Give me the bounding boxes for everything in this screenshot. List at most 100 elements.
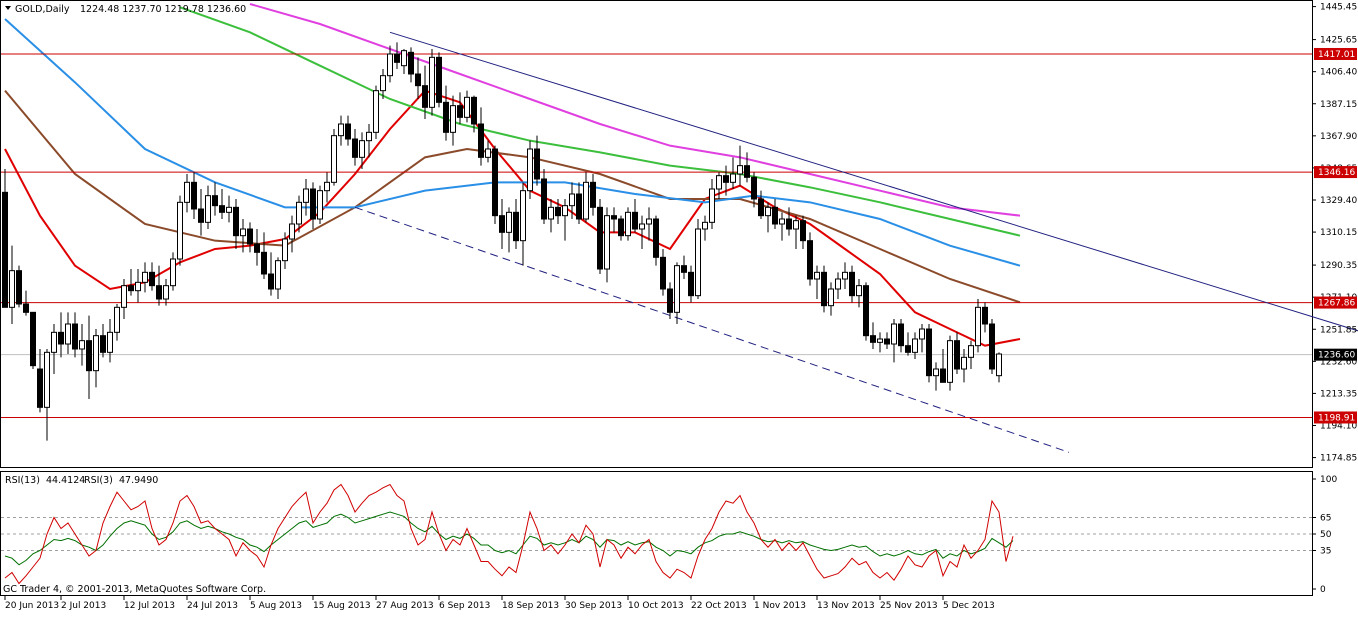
level-tag-label: 1198.91 <box>1318 413 1355 423</box>
candle-body-down <box>849 271 855 297</box>
candle-body-down <box>618 218 624 237</box>
candle <box>205 185 211 229</box>
candle <box>646 207 652 241</box>
moving-average-green <box>179 6 1021 237</box>
candle-body-down <box>576 193 582 220</box>
candle-body-down <box>758 198 764 217</box>
candle-body-up <box>296 201 302 225</box>
candle-body-up <box>814 271 820 280</box>
candle-body-down <box>436 56 442 103</box>
candle <box>261 232 267 279</box>
candle-body-up <box>373 90 379 133</box>
candle-body-up <box>828 288 834 307</box>
date-tick-label: 5 Dec 2013 <box>943 601 995 611</box>
copyright-text: GC Trader 4, © 2001-2013, MetaQuotes Sof… <box>3 584 266 595</box>
rsi-tick-label: 0 <box>1320 585 1326 595</box>
candle <box>93 329 99 388</box>
candle <box>688 265 694 303</box>
rsi-tick-label: 65 <box>1320 514 1331 524</box>
candle <box>142 262 148 293</box>
candle-body-down <box>30 311 36 367</box>
candle <box>373 85 379 139</box>
candle <box>947 335 953 391</box>
candle-body-up <box>163 285 169 300</box>
candle <box>198 189 204 236</box>
horizontal-levels-layer[interactable] <box>1 53 1312 418</box>
candle-body-up <box>114 306 120 333</box>
candle <box>639 215 645 249</box>
candle-body-down <box>261 251 267 275</box>
date-tick-label: 20 Jun 2013 <box>5 601 59 611</box>
candle-body-up <box>716 175 722 190</box>
candle-body-up <box>975 306 981 347</box>
candle-body-down <box>191 181 197 210</box>
candle-body-up <box>968 345 974 358</box>
candle-body-up <box>625 211 631 237</box>
candle <box>443 85 449 141</box>
candle <box>576 182 582 224</box>
candle-body-up <box>65 323 71 345</box>
candle <box>702 215 708 241</box>
current-price-tag-bg <box>1314 348 1357 361</box>
trend-line-solid <box>389 31 1358 332</box>
candle-body-down <box>534 148 540 180</box>
candle-body-up <box>366 131 372 142</box>
candle <box>625 207 631 241</box>
price-tick-label: 1290.35 <box>1320 261 1357 271</box>
trend-lines-layer[interactable] <box>354 31 1358 453</box>
candle <box>401 49 407 74</box>
candle-body-down <box>198 208 204 223</box>
candle-body-down <box>800 220 806 242</box>
candle-body-up <box>121 285 127 308</box>
candle <box>135 269 141 303</box>
candle <box>632 199 638 233</box>
candle <box>681 255 687 279</box>
date-tick-label: 25 Nov 2013 <box>880 601 938 611</box>
candle <box>744 152 750 183</box>
candle-body-up <box>996 353 1002 377</box>
candle-body-up <box>527 148 533 192</box>
candle <box>779 212 785 241</box>
candle <box>317 185 323 224</box>
candle <box>751 172 757 208</box>
candle <box>534 135 540 186</box>
candle-body-up <box>135 281 141 292</box>
rsi-tick-label: 50 <box>1320 530 1332 540</box>
candle-body-up <box>51 331 57 353</box>
candle-body-down <box>457 105 463 118</box>
candle-body-down <box>513 211 519 242</box>
candle-body-down <box>954 340 960 370</box>
candle <box>149 262 155 291</box>
date-tick-label: 15 Aug 2013 <box>313 601 371 611</box>
candle-body-up <box>520 190 526 242</box>
ohlc-text: 1224.48 1237.70 1219.78 1236.60 <box>80 4 246 15</box>
candle-body-up <box>674 265 680 313</box>
candle-body-down <box>660 256 666 290</box>
candle <box>555 199 561 224</box>
candle <box>730 157 736 189</box>
candle-body-up <box>464 96 470 118</box>
candle <box>667 282 673 319</box>
candle-body-up <box>765 206 771 217</box>
candle <box>58 312 64 358</box>
candle-body-down <box>786 218 792 230</box>
candle <box>590 174 596 216</box>
candle-body-down <box>499 215 505 233</box>
candle-body-up <box>506 211 512 233</box>
candle <box>86 315 92 399</box>
candle-body-up <box>240 228 246 237</box>
candle <box>9 245 15 324</box>
level-tag-label: 1267.86 <box>1318 299 1355 309</box>
candle <box>226 195 232 223</box>
candle-body-down <box>254 243 260 253</box>
candle <box>345 115 351 146</box>
candle <box>835 272 841 299</box>
candle-body-down <box>723 175 729 183</box>
menu-triangle-icon[interactable] <box>5 6 11 10</box>
candle <box>954 332 960 374</box>
candle-body-up <box>450 105 456 133</box>
date-tick-label: 22 Oct 2013 <box>691 601 747 611</box>
date-tick-label: 2 Jul 2013 <box>61 601 106 611</box>
